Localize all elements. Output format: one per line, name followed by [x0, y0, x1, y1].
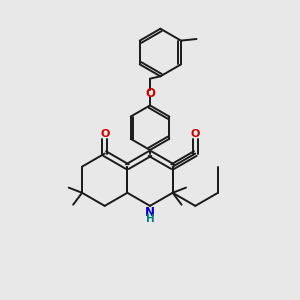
Text: N: N	[145, 206, 155, 219]
Text: O: O	[190, 129, 200, 139]
Text: O: O	[145, 87, 155, 100]
Text: O: O	[100, 129, 110, 139]
Text: H: H	[146, 214, 154, 224]
